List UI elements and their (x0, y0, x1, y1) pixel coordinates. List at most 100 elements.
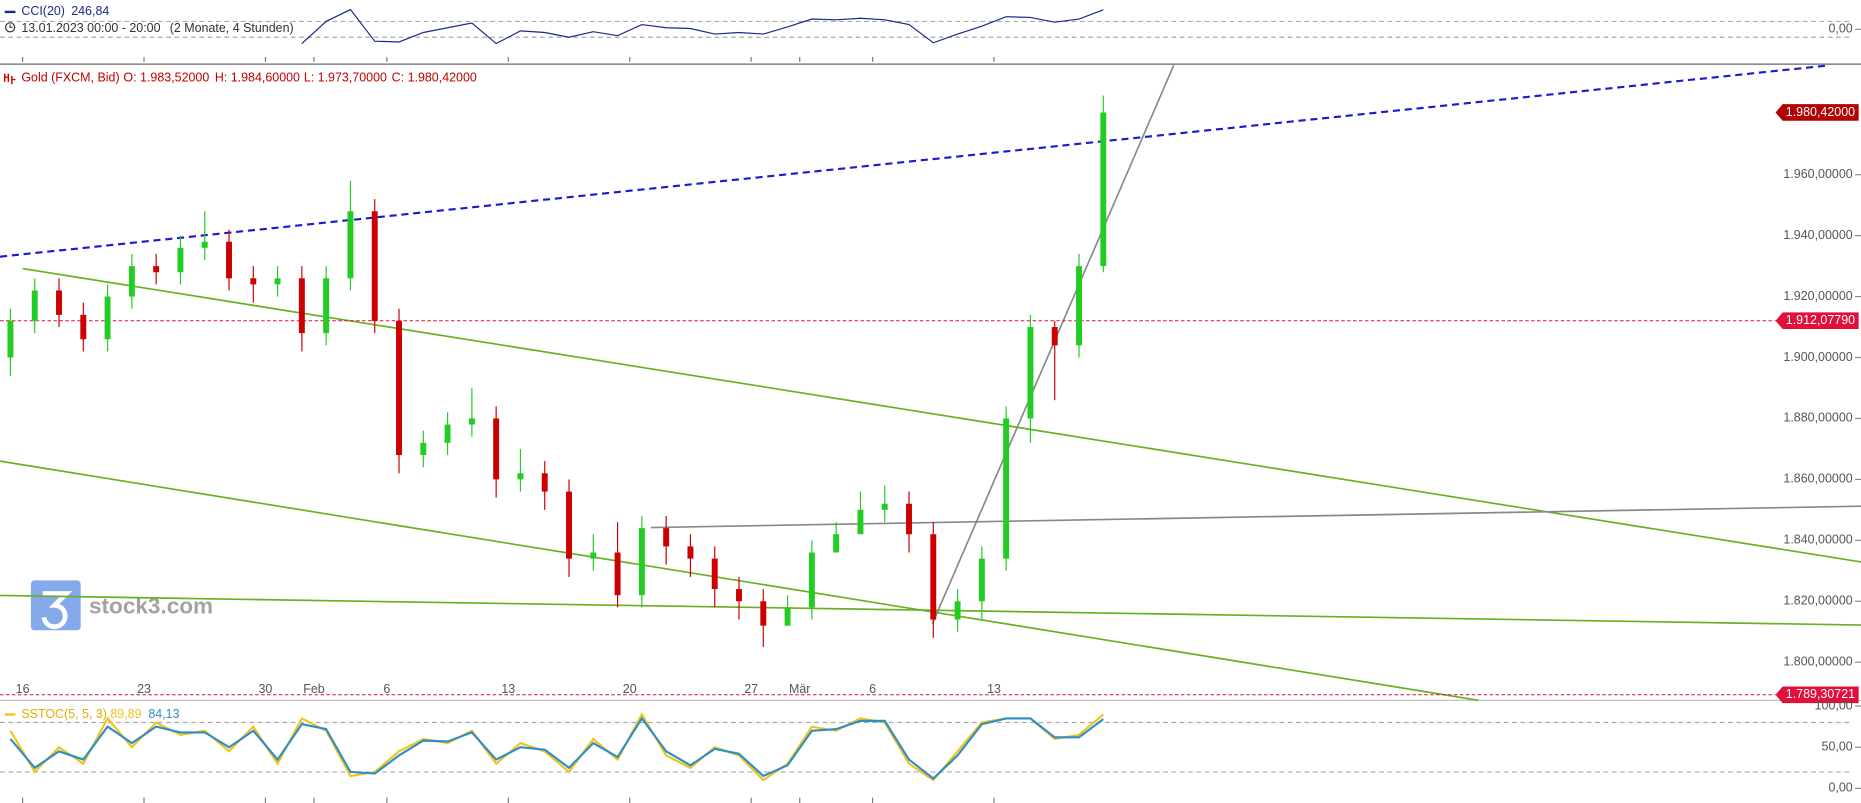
candle-body (104, 296, 111, 340)
candle-body (687, 546, 694, 559)
trendline (0, 64, 1830, 258)
y-tick-label: 1.900,00000 (1783, 350, 1852, 364)
candle-body (1027, 327, 1034, 419)
candle-body (80, 314, 87, 340)
price-tag (1775, 104, 1859, 121)
indicator-line (301, 8, 1104, 45)
candle-body (711, 558, 718, 590)
candle-body (56, 290, 62, 315)
y-tick-label: 1.960,00000 (1783, 167, 1852, 181)
x-tick-label: 13 (501, 682, 515, 696)
candle-body (808, 552, 815, 608)
y-tick-label: 1.860,00000 (1783, 472, 1852, 486)
x-tick-label: 6 (383, 682, 390, 696)
x-tick-label: 6 (869, 682, 876, 696)
candle-body (1076, 266, 1082, 346)
y-tick-label: 0,00 (1828, 22, 1852, 36)
candle-body (881, 503, 888, 510)
y-tick-label: 1.920,00000 (1783, 289, 1852, 303)
candle-body (954, 601, 961, 620)
y-tick-label: 50,00 (1822, 740, 1853, 754)
price-tag (1775, 312, 1859, 330)
instrument-title: Gold (FXCM, Bid) (21, 71, 119, 85)
candle-body (614, 552, 621, 596)
ohlc-label: L: 1.973,70000 (304, 71, 387, 85)
candle-body (833, 534, 840, 553)
candle-body (371, 211, 378, 321)
candle-body (153, 266, 160, 273)
x-tick-label: 16 (16, 682, 30, 696)
indicator-title: SSTOC(5, 5, 3) (21, 707, 107, 721)
candle-body (274, 278, 281, 285)
y-tick-label: 1.940,00000 (1783, 228, 1852, 242)
candle-body (590, 552, 597, 559)
y-tick-label: 0,00 (1828, 781, 1852, 795)
price-tag-label: 1.789,30721 (1786, 687, 1855, 701)
clock-icon (9, 24, 13, 28)
candle-body (857, 509, 864, 535)
candle-body (31, 290, 38, 321)
legend-value: 84,13 (148, 707, 179, 721)
candle-body (250, 278, 257, 285)
candle-body (7, 320, 14, 358)
y-tick-label: 1.880,00000 (1783, 411, 1852, 425)
candle-body (444, 424, 451, 443)
x-tick-label: 20 (623, 682, 637, 696)
x-tick-label: 13 (987, 682, 1001, 696)
candle-body (566, 491, 572, 559)
candle-body (638, 528, 645, 596)
candle-body (1003, 418, 1010, 559)
candle-body (1100, 112, 1107, 267)
candle-body (493, 418, 500, 480)
x-tick-label: 27 (744, 682, 758, 696)
candle-body (177, 247, 184, 273)
candle-body (784, 607, 791, 626)
y-tick-label: 1.820,00000 (1783, 594, 1852, 608)
candle-body (1051, 327, 1058, 346)
legend-value: 89,89 (110, 707, 141, 721)
candle-body (128, 266, 135, 297)
clock-icon (4, 22, 16, 33)
interval: (2 Monate, 4 Stunden) (170, 21, 294, 35)
candle-body (323, 278, 330, 334)
candle-body (298, 278, 305, 334)
ohlc-label: O: 1.983,52000 (123, 71, 209, 85)
x-tick-label: 23 (137, 682, 151, 696)
x-tick-label: 30 (259, 682, 273, 696)
indicator-line (9, 716, 1104, 780)
candle-body (541, 473, 548, 492)
candle-body (201, 241, 208, 248)
candle-body (396, 320, 402, 456)
candle-body (226, 241, 232, 279)
candle-body (420, 442, 427, 456)
price-tag-label: 1.912,07790 (1786, 313, 1855, 327)
y-tick-label: 1.840,00000 (1783, 533, 1852, 547)
ohlc-label: H: 1.984,60000 (215, 71, 300, 85)
candle-body (760, 601, 767, 626)
x-tick-label: Mär (789, 682, 810, 696)
logo-glyph (41, 591, 73, 630)
indicator-title: CCI(20) (21, 4, 65, 18)
trendline (650, 505, 1861, 529)
legend-value: 246,84 (71, 4, 109, 18)
y-tick-label: 100,00 (1815, 698, 1853, 712)
candle-body (736, 589, 742, 602)
logo (30, 580, 81, 631)
y-tick-label: 1.800,00000 (1783, 655, 1852, 669)
candle-body (978, 558, 985, 602)
candle-body (347, 211, 354, 279)
candle-body (906, 503, 912, 535)
candle-body (468, 418, 475, 425)
candle-body (517, 473, 524, 480)
period: 13.01.2023 00:00 - 20:00 (21, 21, 160, 35)
candle-icon (4, 73, 16, 85)
x-tick-label: Feb (303, 682, 325, 696)
price-tag (1775, 686, 1859, 704)
price-tag-label: 1.980,42000 (1786, 105, 1855, 119)
candle-body (663, 528, 670, 547)
ohlc-label: C: 1.980,42000 (392, 71, 477, 85)
candle-body (930, 534, 937, 620)
